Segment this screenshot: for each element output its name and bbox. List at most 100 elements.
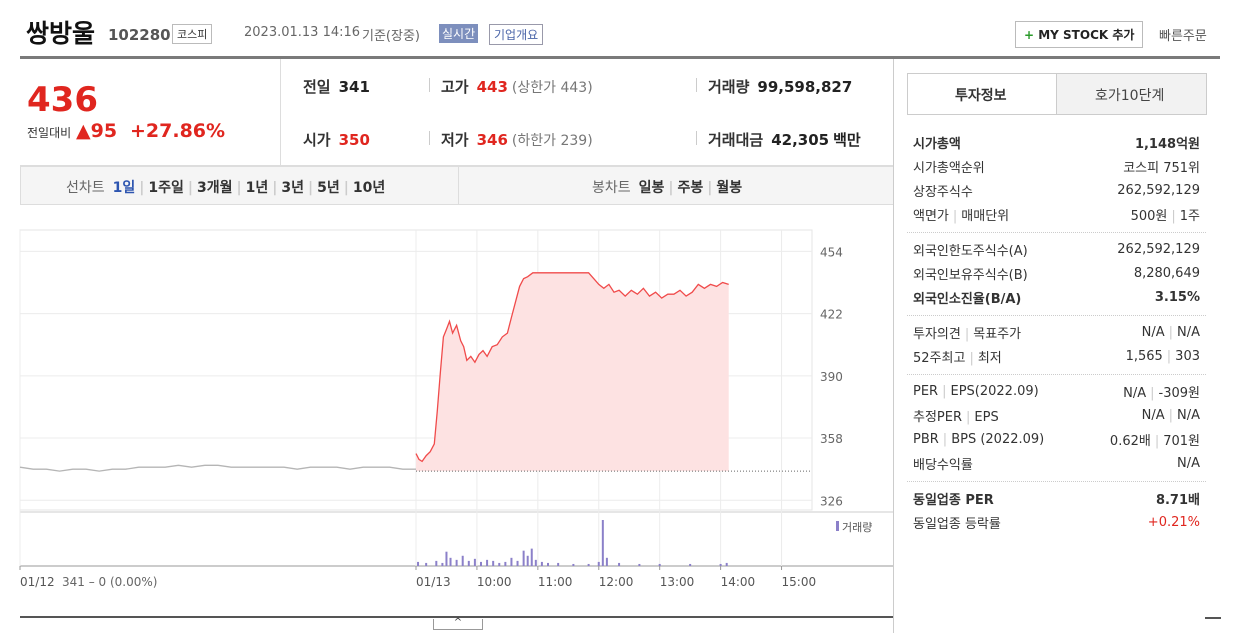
period-tab[interactable]: 일봉 <box>638 180 665 196</box>
volume-bar <box>530 548 533 566</box>
period-tab[interactable]: 5년 <box>317 180 340 196</box>
info-value: 8,280,649 <box>1134 266 1200 281</box>
value-part: 701원 <box>1163 433 1200 449</box>
period-tab[interactable]: 1주일 <box>148 180 184 196</box>
info-label: 상장주식수 <box>913 181 973 200</box>
separator: | <box>964 326 970 342</box>
price-line <box>19 464 416 472</box>
info-row: 외국인소진율(B/A) 3.15% <box>913 285 1200 309</box>
info-label: 투자의견 | 목표주가 <box>913 323 1021 342</box>
legend-swatch <box>836 521 839 531</box>
separator: | <box>1171 208 1176 224</box>
info-row: 동일업종 PER 8.71배 <box>913 486 1200 510</box>
info-group: 외국인한도주식수(A) 262,592,129 외국인보유주식수(B) 8,280,6… <box>907 233 1206 316</box>
label-part: BPS (2022.09) <box>951 431 1045 447</box>
label-part: 최저 <box>977 350 1002 366</box>
price: 436 <box>27 80 98 120</box>
divider <box>696 131 697 145</box>
info-row: 동일업종 등락률 +0.21% <box>913 510 1200 534</box>
separator: | <box>707 180 713 196</box>
info-value: 1,148억원 <box>1135 133 1200 152</box>
info-tab[interactable]: 투자정보 <box>955 88 1007 104</box>
realtime-badge[interactable]: 실시간 <box>439 24 479 43</box>
info-label: 동일업종 PER <box>913 489 994 508</box>
separator: | <box>1150 385 1155 401</box>
x-tick-label: 11:00 <box>538 575 573 589</box>
stat-sub: (하한가 239) <box>511 133 593 149</box>
y-tick-label: 326 <box>820 494 843 508</box>
x-tick-label: 15:00 <box>782 575 817 589</box>
label-part: 외국인한도주식수(A) <box>913 243 1028 259</box>
stat-value: 346 <box>476 131 508 149</box>
quick-order[interactable]: 빠른주문 <box>1159 29 1207 44</box>
change-rate: +27.86% <box>130 120 226 142</box>
quote-panel <box>20 59 893 166</box>
volume-bar <box>455 559 458 566</box>
divider <box>429 78 430 92</box>
info-label: 추정PER | EPS <box>913 406 999 425</box>
label-part: 배당수익률 <box>913 457 973 473</box>
volume-bar <box>638 563 641 566</box>
info-label: 시가총액순위 <box>913 157 985 176</box>
stock-code: 102280 <box>108 26 171 44</box>
stat-value: 341 <box>338 78 370 96</box>
value-part: N/A <box>1177 455 1200 471</box>
line-tabs: 선차트 1일 | 1주일 | 3개월 | 1년 | 3년 | 5년 | 10년 <box>62 177 389 197</box>
info-value: N/A | N/A <box>1142 408 1200 423</box>
prev-label: 341 – 0 (0.00%) <box>62 575 157 589</box>
separator: | <box>969 350 974 366</box>
volume-bar <box>572 563 575 566</box>
period-tab[interactable]: 월봉 <box>716 180 743 196</box>
separator: | <box>942 431 948 447</box>
volume-bar <box>417 561 420 566</box>
label-part: 상장주식수 <box>913 184 973 200</box>
period-tab[interactable]: 주봉 <box>677 180 704 196</box>
label-part: 시가총액순위 <box>913 160 985 176</box>
volume-bar <box>504 561 507 566</box>
divider <box>893 59 894 633</box>
info-row: 외국인보유주식수(B) 8,280,649 <box>913 261 1200 285</box>
stat: 거래대금 42,305 백만 <box>708 129 861 150</box>
header-rule <box>20 56 1220 59</box>
value-part: 262,592,129 <box>1117 241 1200 257</box>
period-tab[interactable]: 3개월 <box>197 180 233 196</box>
my-stock-button[interactable]: + MY STOCK 추가 <box>1015 21 1144 48</box>
label-part: 외국인보유주식수(B) <box>913 267 1028 283</box>
y-tick-label: 454 <box>820 245 843 259</box>
info-panel: 시가총액 1,148억원 시가총액순위 코스피 751위 상장주식수 262,592,12… <box>907 126 1206 540</box>
info-label: 시가총액 <box>913 133 961 152</box>
market-badge: 코스피 <box>172 24 213 44</box>
separator: | <box>308 180 314 196</box>
info-group: PER | EPS(2022.09) N/A | -309원 추정PER | EPS N/A | N/… <box>907 375 1206 482</box>
period-tab[interactable]: 10년 <box>352 180 386 196</box>
separator: | <box>343 180 349 196</box>
volume-bar <box>618 562 621 566</box>
period-tab[interactable]: 1년 <box>245 180 269 196</box>
legend-label: 거래량 <box>842 521 872 534</box>
label-part: 추정PER <box>913 409 963 425</box>
info-value: 0.62배 | 701원 <box>1110 430 1200 449</box>
line-chart-label: 선차트 <box>66 180 105 196</box>
value-part: N/A <box>1123 385 1147 401</box>
info-value: N/A | N/A <box>1142 325 1200 340</box>
separator: | <box>668 180 674 196</box>
separator: | <box>942 383 947 399</box>
info-tab[interactable]: 호가10단계 <box>1095 88 1165 104</box>
period-tab[interactable]: 3년 <box>281 180 305 196</box>
tab-bg <box>1056 73 1207 115</box>
stat: 전일 341 <box>303 76 370 97</box>
volume-bar <box>601 520 604 566</box>
x-tick-label: 10:00 <box>477 575 512 589</box>
period-tab[interactable]: 1일 <box>112 180 136 196</box>
info-value: 8.71배 <box>1156 489 1200 508</box>
chart: 341 – 0 (0.00%) 454 422 390 358 326 01/12 01/1… <box>19 229 893 618</box>
separator: | <box>272 180 278 196</box>
x-tick-label: 14:00 <box>721 575 756 589</box>
value-part: 500원 <box>1130 208 1168 224</box>
volume-bar <box>719 563 722 566</box>
company-info[interactable]: 기업개요 <box>489 24 544 45</box>
chart-tabs <box>20 166 894 205</box>
info-label: PER | EPS(2022.09) <box>913 384 1039 399</box>
collapse-button[interactable]: ^ <box>433 618 483 630</box>
y-tick-label: 358 <box>820 432 843 446</box>
